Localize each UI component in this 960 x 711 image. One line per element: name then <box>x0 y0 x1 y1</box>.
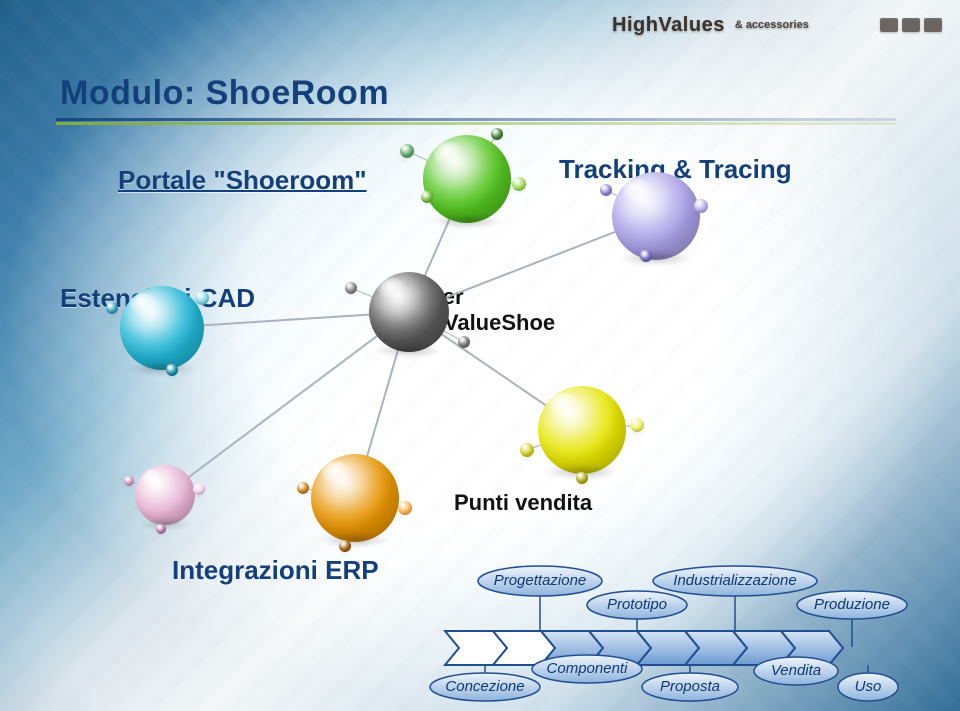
sphere-sat <box>193 483 205 495</box>
sphere-sat <box>520 443 534 457</box>
brand-logo: HighValues & accessories <box>612 7 942 43</box>
brand-icons <box>880 18 942 32</box>
flow-bubble-label: Progettazione <box>494 572 587 589</box>
sphere-sat <box>458 336 470 348</box>
brand-sub: & accessories <box>735 19 809 31</box>
brand-icon <box>902 18 920 32</box>
sphere-sat <box>124 476 134 486</box>
sphere-sat <box>345 282 357 294</box>
sphere-green <box>423 135 511 223</box>
sphere-sat <box>630 418 644 432</box>
sphere-sat <box>400 144 414 158</box>
sphere-cyan <box>120 286 204 370</box>
flow-bubble-label: Prototipo <box>607 596 667 613</box>
sphere-sat <box>491 128 503 140</box>
sphere-sat <box>512 177 526 191</box>
sphere-sat <box>576 472 588 484</box>
sphere-pink <box>135 465 195 525</box>
sphere-sat <box>421 191 433 203</box>
flow-bubble-label: Industrializzazione <box>673 572 796 589</box>
sphere-sat <box>398 501 412 515</box>
flow-bubble-label: Proposta <box>660 678 720 695</box>
sphere-sat <box>600 184 612 196</box>
sphere-sat <box>195 291 209 305</box>
flow-bubble-label: Componenti <box>547 660 629 677</box>
sphere-sat <box>694 199 708 213</box>
brand-name: HighValues <box>612 14 725 37</box>
sphere-sat <box>156 524 166 534</box>
sphere-yellow <box>538 386 626 474</box>
flow-bubble-label: Vendita <box>771 662 821 679</box>
slide-content: Modulo: ShoeRoom Portale "Shoeroom" Trac… <box>0 0 960 711</box>
sphere-sat <box>106 302 118 314</box>
sphere-sat <box>166 364 178 376</box>
sphere-hub <box>369 272 449 352</box>
sphere-sat <box>297 482 309 494</box>
flowchart-svg: Progettazione Industrializzazione Prototip… <box>400 565 940 705</box>
flow-bubble-label: Produzione <box>814 596 890 613</box>
sphere-sat <box>640 250 652 262</box>
flowchart: Progettazione Industrializzazione Prototip… <box>400 565 940 695</box>
sphere-violet <box>612 172 700 260</box>
sphere-orange <box>311 454 399 542</box>
flow-bubble-label: Concezione <box>445 678 524 695</box>
sphere-sat <box>339 540 351 552</box>
flow-bubble-label: Uso <box>855 678 882 695</box>
brand-icon <box>880 18 898 32</box>
top-bar: HighValues & accessories <box>0 0 960 50</box>
brand-icon <box>924 18 942 32</box>
